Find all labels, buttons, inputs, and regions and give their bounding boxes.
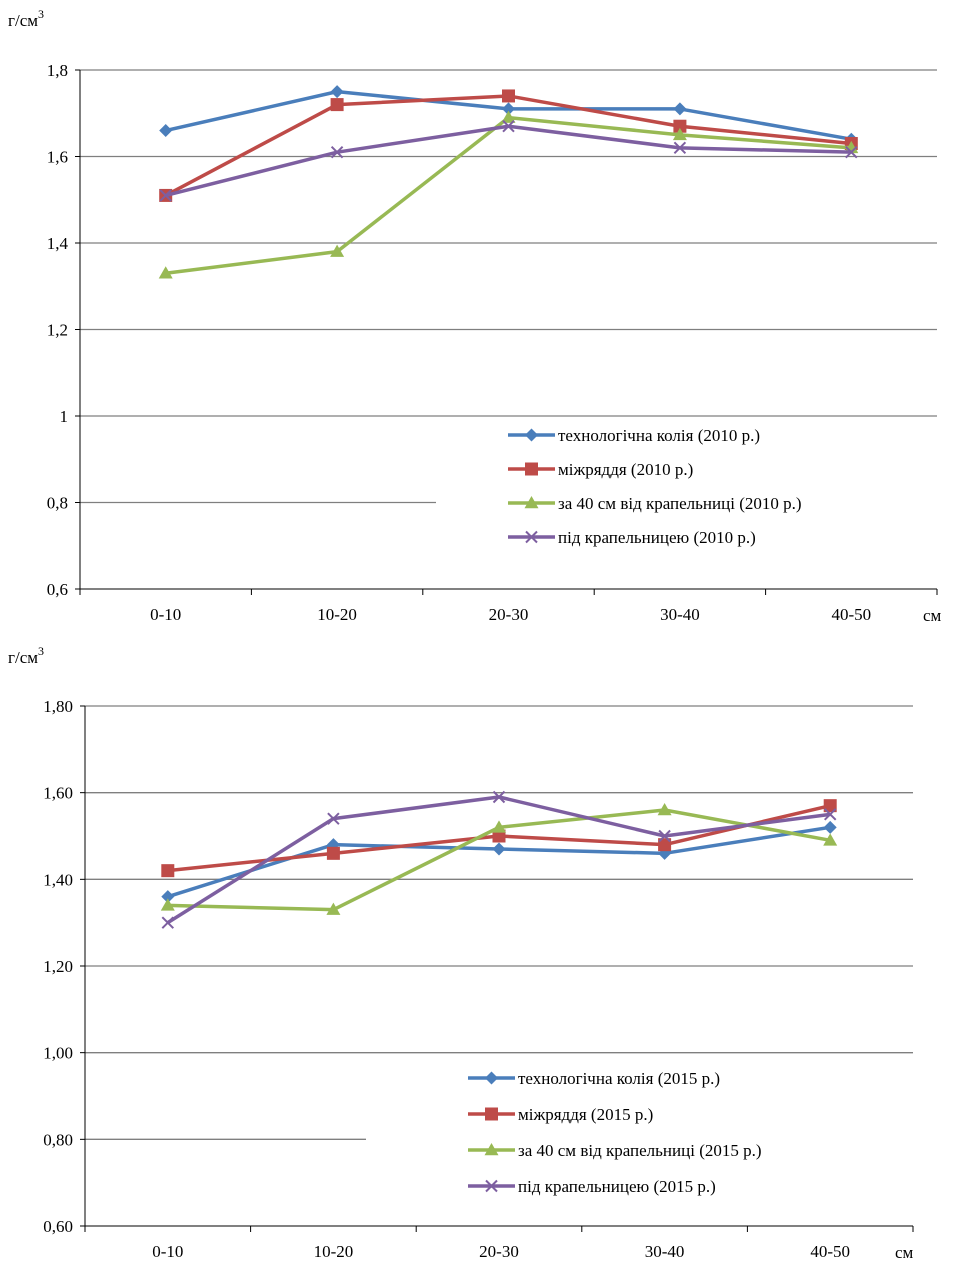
series-2-point — [673, 119, 687, 133]
series-4-point — [327, 812, 340, 825]
series-4-point — [502, 120, 515, 133]
series-3-point — [672, 127, 687, 141]
series-1-point — [502, 102, 515, 116]
legend-point — [485, 1107, 498, 1121]
series-1-point — [159, 124, 173, 138]
y-tick-label: 1,40 — [43, 870, 73, 889]
series-1-point — [823, 820, 837, 834]
legend-label: технологічна колія (2010 р.) — [558, 426, 760, 445]
series-1-point — [161, 890, 175, 904]
series-3-point — [158, 266, 173, 279]
series-4-point — [161, 916, 175, 929]
x-tick-label: 40-50 — [831, 605, 871, 624]
series-3-point — [823, 833, 838, 846]
series-3-point — [160, 898, 175, 911]
x-tick-label: 20-30 — [479, 1242, 519, 1261]
series-3-point — [492, 820, 506, 833]
legend-label: міжряддя (2015 р.) — [518, 1105, 653, 1124]
series-4-point — [673, 141, 687, 155]
y-tick-label: 1,20 — [43, 957, 73, 976]
x-tick-label: 0-10 — [150, 605, 181, 624]
legend-label: під крапельницею (2015 р.) — [518, 1177, 716, 1196]
y-axis-label: г/см3 — [8, 7, 44, 30]
series-3-point — [657, 803, 672, 816]
x-tick-label: 0-10 — [152, 1242, 183, 1261]
legend-point — [485, 1179, 498, 1193]
series-2-point — [326, 846, 340, 860]
legend-label: технологічна колія (2015 р.) — [518, 1069, 720, 1088]
series-4-point — [330, 145, 344, 159]
legend-label: під крапельницею (2010 р.) — [558, 528, 756, 547]
series-2-point — [161, 864, 175, 878]
y-tick-label: 0,80 — [43, 1130, 73, 1149]
series-4-line — [166, 795, 831, 925]
x-tick-label: 20-30 — [489, 605, 529, 624]
x-tick-label: 40-50 — [810, 1242, 850, 1261]
series-4-point — [845, 145, 858, 159]
y-tick-label: 1,80 — [43, 697, 73, 716]
y-tick-label: 1,60 — [43, 784, 73, 803]
series-2-point — [330, 98, 344, 112]
series-3-point — [326, 902, 341, 915]
y-axis-label: г/см3 — [8, 644, 44, 667]
legend-point — [525, 462, 538, 476]
y-tick-label: 0,60 — [43, 1217, 73, 1236]
legend-label: за 40 см від крапельниці (2015 р.) — [518, 1141, 762, 1160]
series-3-point — [330, 244, 345, 257]
legend-label: за 40 см від крапельниці (2010 р.) — [558, 494, 802, 513]
x-axis-label: см — [895, 1243, 914, 1262]
legend-point — [525, 428, 538, 442]
series-4-line — [165, 124, 852, 198]
y-tick-label: 0,8 — [47, 494, 68, 513]
y-axis-label-sup: 3 — [38, 644, 44, 658]
y-tick-label: 1,00 — [43, 1044, 73, 1063]
series-1-point — [492, 842, 506, 856]
series-2-point — [492, 829, 506, 843]
series-4-point — [492, 790, 506, 804]
legend-point — [524, 496, 539, 509]
x-tick-label: 10-20 — [314, 1242, 354, 1261]
series-3-point — [501, 110, 516, 123]
series-4-point — [658, 829, 671, 843]
x-tick-label: 30-40 — [645, 1242, 685, 1261]
x-tick-label: 30-40 — [660, 605, 700, 624]
chart-2015: 0,60 0,80 1,00 1,20 1,40 1,60 1,80 0-10 10-20 20-… — [8, 644, 914, 1262]
chart-2010: 0,6 0,8 1 1,2 1,4 1,6 1,8 0-10 10-20 20-30 30-40 40… — [8, 7, 942, 625]
series-2-point — [658, 838, 672, 852]
legend-point — [485, 1071, 498, 1085]
y-tick-label: 1,8 — [47, 61, 68, 80]
y-axis-label-sup: 3 — [38, 7, 44, 21]
y-tick-label: 1,2 — [47, 321, 68, 340]
series-2-point — [823, 799, 837, 813]
legend-label: міжряддя (2010 р.) — [558, 460, 693, 479]
y-tick-label: 1 — [60, 407, 69, 426]
x-axis-label: см — [923, 606, 942, 625]
series-4-point — [823, 808, 837, 821]
legend-point — [484, 1143, 499, 1156]
legend-point — [525, 530, 538, 544]
x-tick-label: 10-20 — [317, 605, 357, 624]
series-2-point — [502, 89, 515, 103]
series-1-point — [330, 85, 344, 99]
series-4-point — [159, 189, 172, 202]
y-tick-label: 0,6 — [47, 580, 68, 599]
y-tick-label: 1,4 — [47, 234, 69, 253]
series-1-point — [673, 102, 687, 116]
y-tick-label: 1,6 — [47, 148, 68, 167]
